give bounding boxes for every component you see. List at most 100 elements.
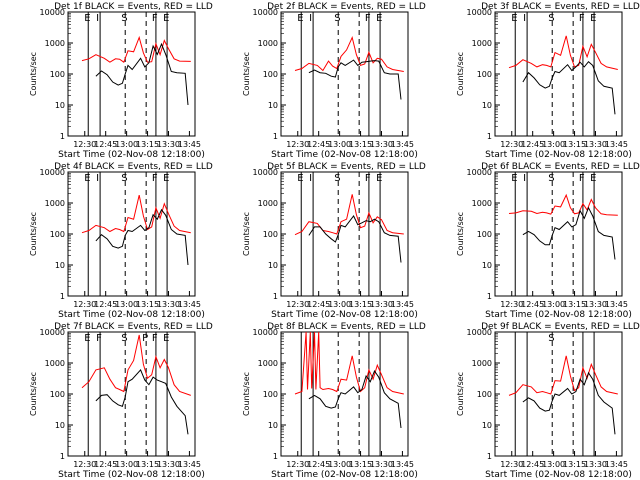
panel1-lld-series-line — [81, 35, 191, 63]
panel4-marker-label: I — [96, 173, 99, 184]
panel5-y-tick-label: 10000 — [253, 168, 278, 177]
panel6-plot-frame — [494, 171, 623, 297]
panel3-lld-series-line — [508, 35, 618, 70]
panel8-title: Det 8f BLACK = Events, RED = LLD — [267, 322, 426, 332]
panel6-marker-label: S — [548, 173, 554, 184]
panel6-x-axis-label: Start Time (02-Nov-08 12:18:00) — [485, 310, 632, 320]
panel3-marker-label: I — [523, 13, 526, 24]
panel3-x-tick-label: 12:30 — [500, 140, 523, 149]
panel6-x-tick-label: 12:30 — [500, 300, 523, 309]
panel1-x-tick-label: 13:00 — [115, 140, 138, 149]
panel4-marker-label: E — [84, 173, 90, 184]
panel3-marker-label: F — [579, 13, 585, 24]
panel7-y-tick-label: 100 — [50, 390, 65, 399]
panel7-plot-frame — [67, 331, 196, 457]
panel9-y-tick-label: 1000 — [472, 359, 492, 368]
panel5-x-tick-label: 13:30 — [370, 300, 393, 309]
panel9-plot-frame — [494, 331, 623, 457]
panel1-y-axis-label: Counts/sec — [29, 52, 38, 96]
panel7-x-tick-label: 13:00 — [115, 460, 138, 469]
panel3-y-tick-label: 1000 — [472, 39, 492, 48]
panel1-marker-label: S — [121, 13, 127, 24]
panel3-y-axis-label: Counts/sec — [456, 52, 465, 96]
panel9-y-tick-label: 1 — [487, 452, 492, 461]
panel2-events-series-line — [308, 59, 402, 100]
panel7-x-axis-label: Start Time (02-Nov-08 12:18:00) — [58, 470, 205, 480]
panel3-x-tick-label: 13:00 — [542, 140, 565, 149]
panel5-x-tick-label: 12:45 — [307, 300, 330, 309]
panel1-x-tick-label: 13:30 — [157, 140, 180, 149]
panel1-x-tick-label: 13:15 — [136, 140, 159, 149]
panel7-x-tick-label: 12:45 — [94, 460, 117, 469]
panel7-x-tick-label: 12:30 — [73, 460, 96, 469]
panel1-title: Det 1f BLACK = Events, RED = LLD — [54, 2, 213, 12]
panel7-marker-label: P — [142, 333, 148, 344]
panel6-marker-label: E — [590, 173, 596, 184]
panel6-y-tick-label: 1000 — [472, 199, 492, 208]
panel2-marker-label: S — [334, 13, 340, 24]
panel4-x-tick-label: 12:30 — [73, 300, 96, 309]
panel1-x-axis-label: Start Time (02-Nov-08 12:18:00) — [58, 150, 205, 160]
panel4-marker-label: F — [152, 173, 158, 184]
panel5-x-tick-label: 13:15 — [349, 300, 372, 309]
panel2-y-axis-label: Counts/sec — [242, 52, 251, 96]
panel6-marker-label: E — [511, 173, 517, 184]
panel1-plot-frame — [67, 11, 196, 137]
panel6-x-tick-label: 12:45 — [521, 300, 544, 309]
panel4-y-tick-label: 10 — [55, 261, 65, 270]
panel9-x-axis-label: Start Time (02-Nov-08 12:18:00) — [485, 470, 632, 480]
panel8-x-tick-label: 12:30 — [286, 460, 309, 469]
panel6-x-tick-label: 13:00 — [542, 300, 565, 309]
panel6-title: Det 6f BLACK = Events, RED = LLD — [481, 162, 640, 172]
panel5-marker-label: I — [309, 173, 312, 184]
panel5-x-tick-label: 13:00 — [328, 300, 351, 309]
panel7-events-series-line — [95, 368, 189, 435]
panel7-y-tick-label: 1000 — [45, 359, 65, 368]
panel3-plot-frame — [494, 11, 623, 137]
panel4-title: Det 4f BLACK = Events, RED = LLD — [54, 162, 213, 172]
panel9-x-tick-label: 13:00 — [542, 460, 565, 469]
panel2-y-tick-label: 1000 — [258, 39, 278, 48]
panel6-lld-series-line — [508, 193, 618, 216]
panel8-y-tick-label: 1 — [273, 452, 278, 461]
panel4-x-tick-label: 13:15 — [136, 300, 159, 309]
panel8-y-tick-label: 1000 — [258, 359, 278, 368]
panel7-title: Det 7f BLACK = Events, RED = LLD — [54, 322, 213, 332]
panel2-x-axis-label: Start Time (02-Nov-08 12:18:00) — [271, 150, 418, 160]
panel2-x-tick-label: 12:45 — [307, 140, 330, 149]
panel8-x-tick-label: 12:45 — [307, 460, 330, 469]
panel9-marker-label: S — [548, 333, 554, 344]
panel4-marker-label: S — [121, 173, 127, 184]
panel6-x-tick-label: 13:45 — [605, 300, 628, 309]
panel5-y-tick-label: 1000 — [258, 199, 278, 208]
panel4-y-axis-label: Counts/sec — [29, 212, 38, 256]
panel3-marker-label: S — [548, 13, 554, 24]
panel2-x-tick-label: 13:30 — [370, 140, 393, 149]
panel8-events-series-line — [308, 369, 402, 429]
panel7-y-tick-label: 10 — [55, 421, 65, 430]
panel3-marker-label: E — [590, 13, 596, 24]
panel4-x-tick-label: 13:30 — [157, 300, 180, 309]
panel3-y-tick-label: 1 — [487, 132, 492, 141]
panel9-x-tick-label: 12:45 — [521, 460, 544, 469]
panel5-marker-label: E — [297, 173, 303, 184]
panel8-x-tick-label: 13:30 — [370, 460, 393, 469]
panel2-title: Det 2f BLACK = Events, RED = LLD — [267, 2, 426, 12]
panel3-x-tick-label: 13:30 — [584, 140, 607, 149]
panel3-x-tick-label: 13:15 — [563, 140, 586, 149]
panel1-marker-label: E — [84, 13, 90, 24]
panel6-x-tick-label: 13:30 — [584, 300, 607, 309]
panel5-x-axis-label: Start Time (02-Nov-08 12:18:00) — [271, 310, 418, 320]
panel7-y-axis-label: Counts/sec — [29, 372, 38, 416]
panel7-x-tick-label: 13:45 — [178, 460, 201, 469]
panel6-y-tick-label: 10000 — [467, 168, 492, 177]
panel3-title: Det 3f BLACK = Events, RED = LLD — [481, 2, 640, 12]
panel8-x-tick-label: 13:15 — [349, 460, 372, 469]
panel1-x-tick-label: 12:30 — [73, 140, 96, 149]
panel4-y-tick-label: 1000 — [45, 199, 65, 208]
panel1-y-tick-label: 10 — [55, 101, 65, 110]
panel5-marker-label: E — [376, 173, 382, 184]
panel5-y-tick-label: 1 — [273, 292, 278, 301]
panel2-lld-series-line — [294, 35, 404, 72]
panel2-y-tick-label: 1 — [273, 132, 278, 141]
